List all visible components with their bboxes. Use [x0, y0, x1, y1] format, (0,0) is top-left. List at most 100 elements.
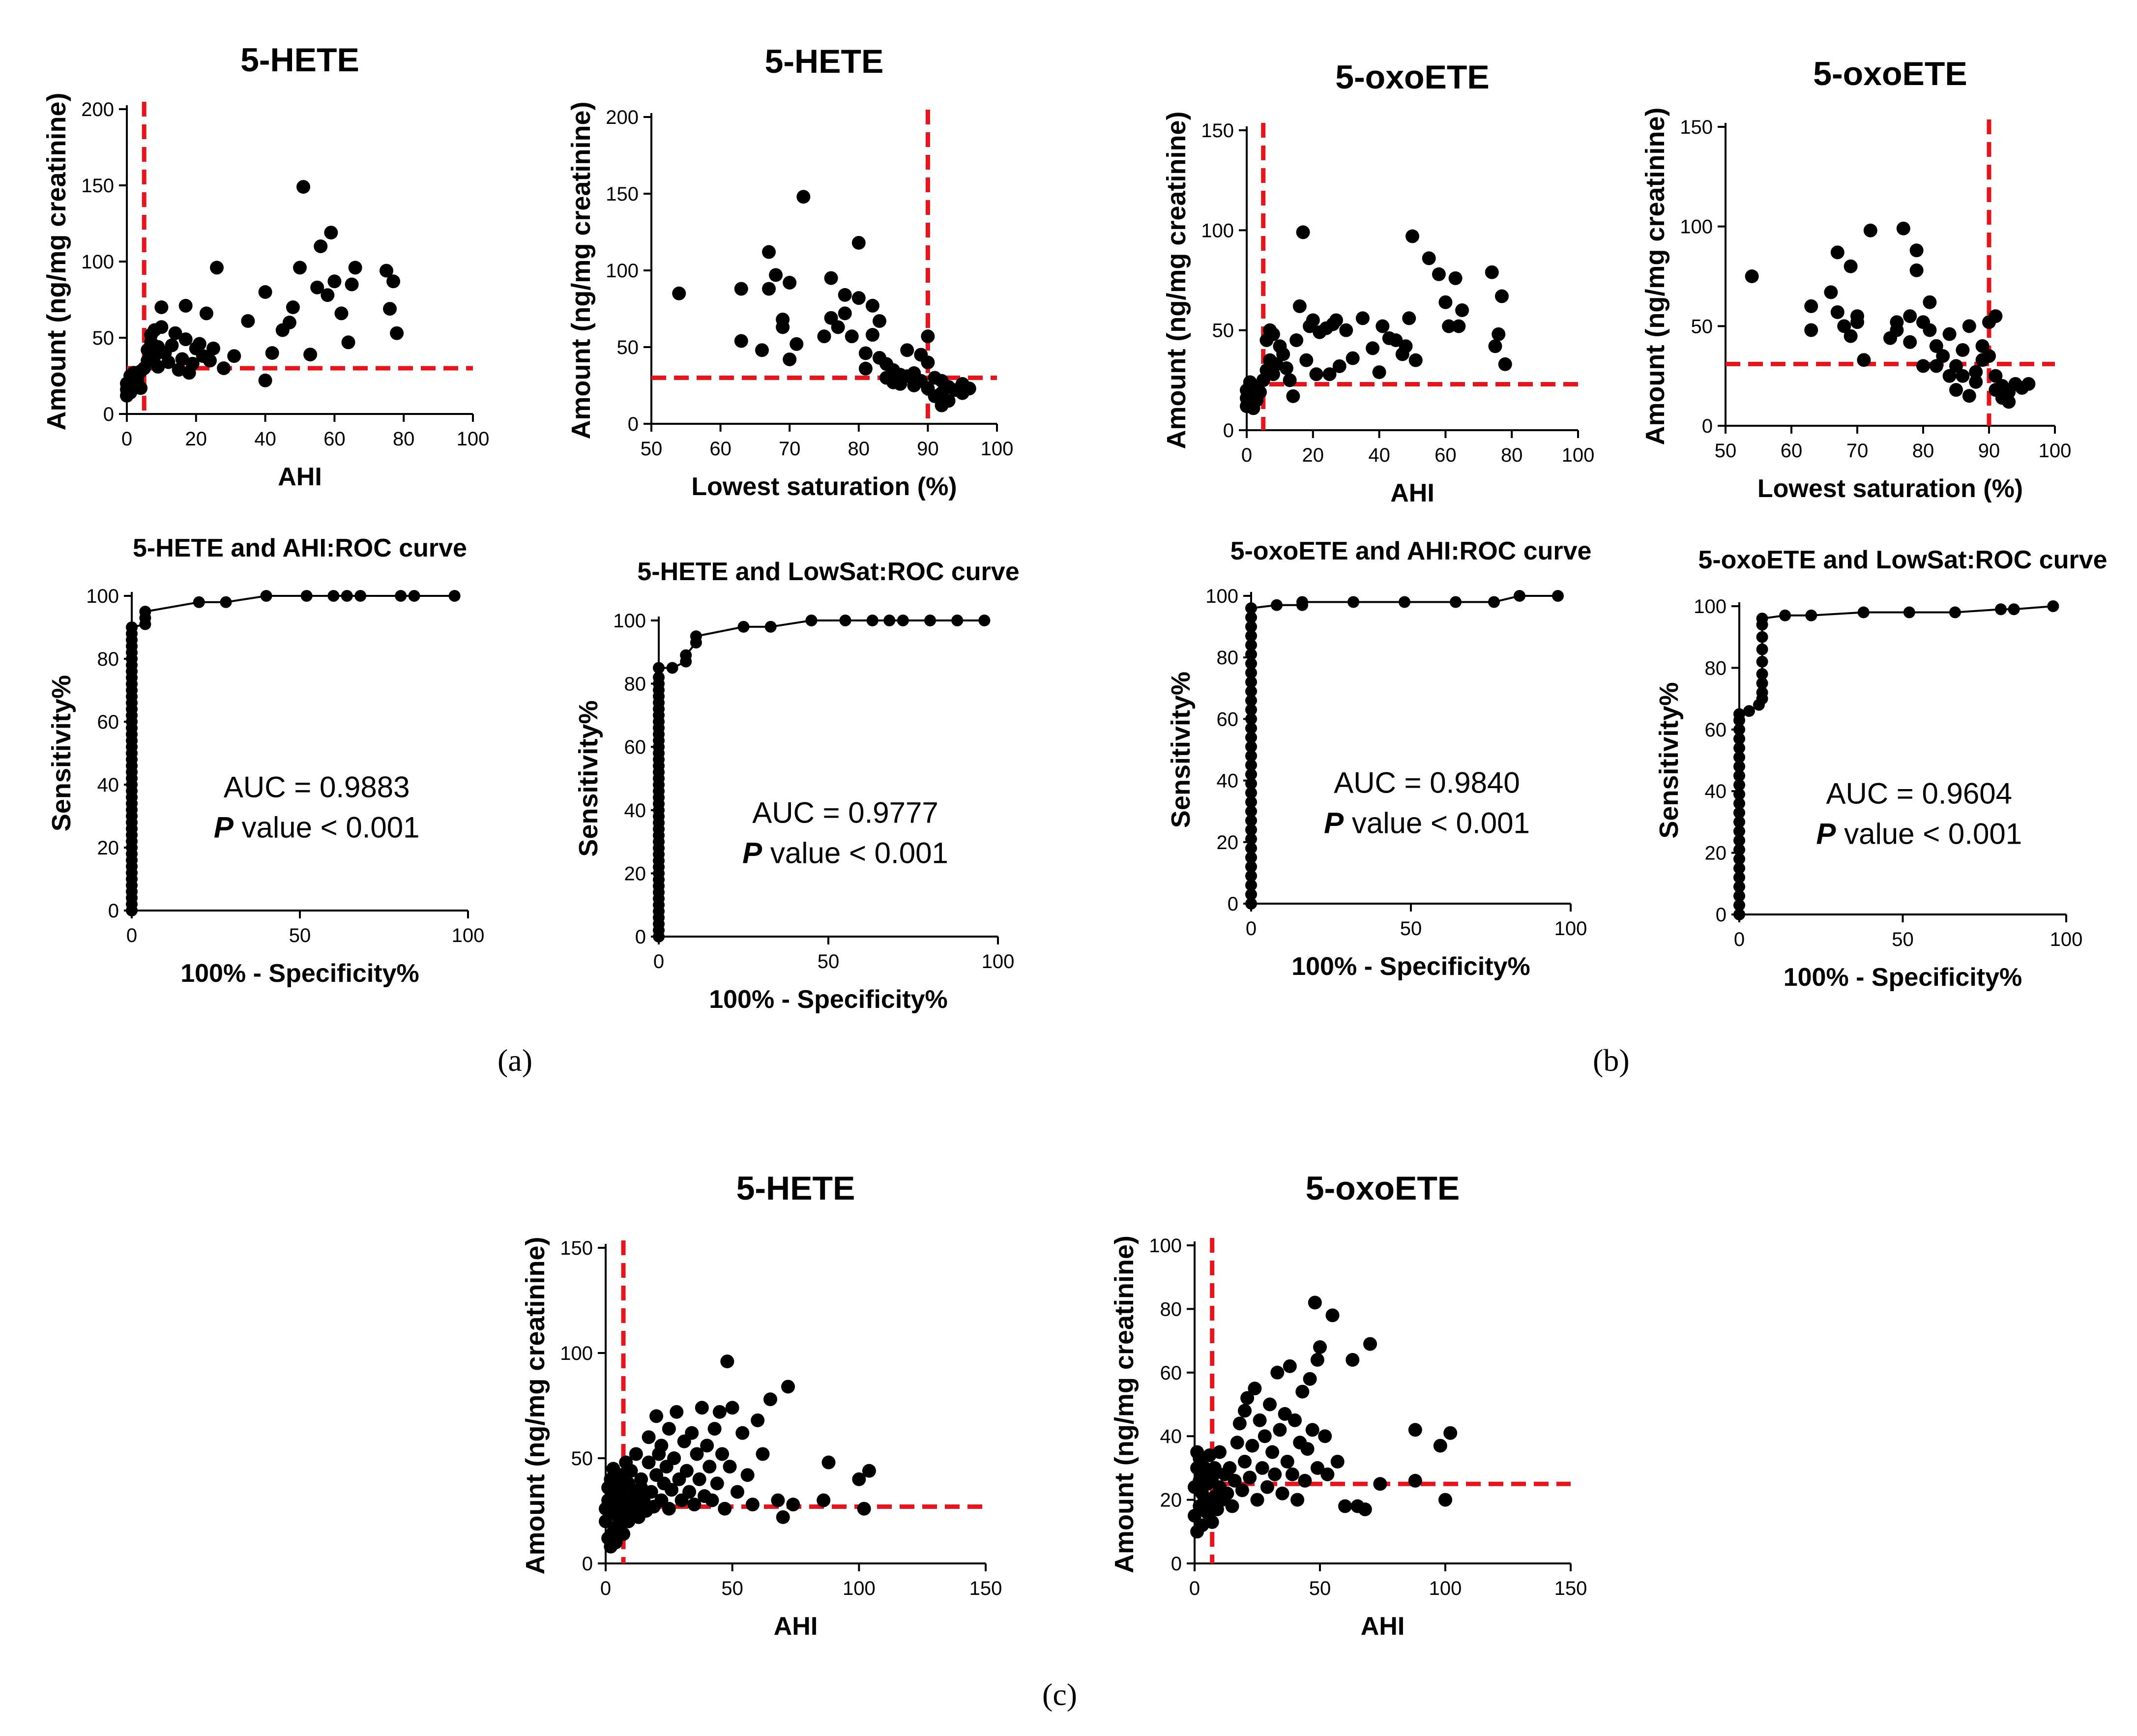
data-point: [1962, 319, 1976, 333]
data-point: [771, 1493, 785, 1507]
data-point: [634, 1472, 648, 1486]
x-axis-label: 100% - Specificity%: [1784, 963, 2022, 992]
roc-point: [1733, 723, 1745, 736]
data-point: [723, 1460, 737, 1474]
y-tick-label: 80: [1705, 657, 1727, 679]
roc-point: [1245, 676, 1257, 688]
data-point: [1310, 1353, 1324, 1367]
data-point: [282, 316, 296, 329]
data-point: [720, 1354, 734, 1369]
data-point: [1270, 1365, 1285, 1380]
roc-point: [1949, 606, 1961, 618]
y-tick-label: 100: [613, 610, 646, 632]
data-point: [1408, 1423, 1422, 1437]
y-tick-label: 40: [624, 800, 646, 822]
x-axis-label: 100% - Specificity%: [1291, 952, 1530, 981]
data-point: [1442, 319, 1456, 333]
data-point: [185, 356, 200, 371]
roc-point: [126, 621, 138, 633]
data-point: [1305, 1423, 1319, 1437]
data-point: [1402, 311, 1416, 325]
panel-label-b: (b): [1593, 1043, 1630, 1078]
data-point: [862, 1464, 876, 1478]
data-point: [730, 1485, 744, 1499]
data-point: [1338, 1499, 1352, 1513]
data-point: [390, 326, 404, 340]
data-point: [258, 373, 272, 387]
y-tick-label: 60: [1160, 1362, 1182, 1384]
y-tick-label: 0: [1171, 1553, 1182, 1575]
roc-point: [1245, 777, 1257, 790]
roc-point: [897, 615, 909, 626]
x-tick-label: 60: [1434, 444, 1457, 466]
data-point: [1325, 1308, 1340, 1323]
y-tick-label: 0: [103, 404, 114, 425]
data-point: [1804, 299, 1818, 313]
x-axis-label: AHI: [278, 463, 322, 491]
x-tick-label: 70: [1846, 440, 1869, 462]
data-point: [662, 1501, 676, 1516]
data-point: [1309, 367, 1323, 382]
data-point: [1830, 245, 1844, 260]
data-point: [703, 1460, 717, 1474]
y-tick-label: 0: [628, 413, 639, 435]
p-value-annotation: P value < 0.001: [214, 811, 420, 844]
data-point: [241, 314, 255, 328]
x-tick-label: 100: [457, 428, 490, 450]
y-tick-label: 60: [624, 736, 646, 758]
roc-point: [1245, 704, 1257, 716]
data-point: [345, 277, 359, 292]
y-axis-label: Amount (ng/mg creatinine): [566, 102, 596, 440]
data-point: [649, 1409, 664, 1423]
data-point: [629, 1447, 643, 1461]
data-point: [1863, 223, 1877, 237]
data-point: [161, 355, 176, 369]
data-point: [662, 1422, 676, 1436]
x-tick-label: 50: [1400, 918, 1422, 940]
roc-point: [1995, 603, 2007, 616]
data-point: [715, 1447, 730, 1461]
data-point: [654, 1439, 669, 1453]
y-tick-label: 20: [97, 837, 119, 859]
roc-point: [1245, 713, 1257, 725]
data-point: [858, 346, 873, 360]
data-point: [1857, 353, 1871, 367]
roc-point: [1733, 899, 1745, 912]
x-tick-label: 50: [1309, 1578, 1331, 1599]
y-tick-label: 50: [1212, 320, 1234, 342]
y-tick-label: 80: [624, 674, 646, 695]
roc-point: [1733, 751, 1745, 764]
data-point: [310, 280, 324, 294]
data-point: [1438, 295, 1453, 309]
data-point: [1433, 1439, 1447, 1453]
data-point: [1255, 1461, 1269, 1475]
y-tick-label: 50: [1691, 316, 1713, 337]
roc-point: [1733, 834, 1745, 847]
data-point: [1389, 333, 1403, 347]
roc-point: [1245, 870, 1257, 882]
data-point: [700, 1439, 714, 1453]
y-tick-label: 40: [1217, 770, 1239, 792]
data-point: [1844, 259, 1858, 273]
panel-label-c: (c): [1042, 1677, 1078, 1712]
roc-point: [139, 606, 151, 618]
data-point: [735, 1426, 750, 1440]
data-point: [1232, 1416, 1247, 1431]
data-point: [1283, 1359, 1297, 1373]
x-axis-label: 100% - Specificity%: [709, 985, 948, 1014]
data-point: [303, 348, 318, 362]
x-tick-label: 0: [1189, 1578, 1200, 1599]
data-point: [1240, 1391, 1255, 1405]
data-point: [1285, 1467, 1299, 1481]
roc-point: [448, 590, 461, 602]
x-tick-label: 90: [917, 438, 939, 460]
data-point: [667, 1451, 681, 1465]
data-point: [824, 271, 838, 285]
roc-point: [764, 620, 777, 633]
y-tick-label: 0: [1228, 893, 1238, 915]
auc-annotation: AUC = 0.9840: [1334, 766, 1520, 799]
p-value-annotation: P value < 0.001: [742, 837, 948, 870]
roc-point: [1271, 599, 1283, 611]
chart-title: 5-oxoETE and LowSat:ROC curve: [1698, 546, 2107, 574]
